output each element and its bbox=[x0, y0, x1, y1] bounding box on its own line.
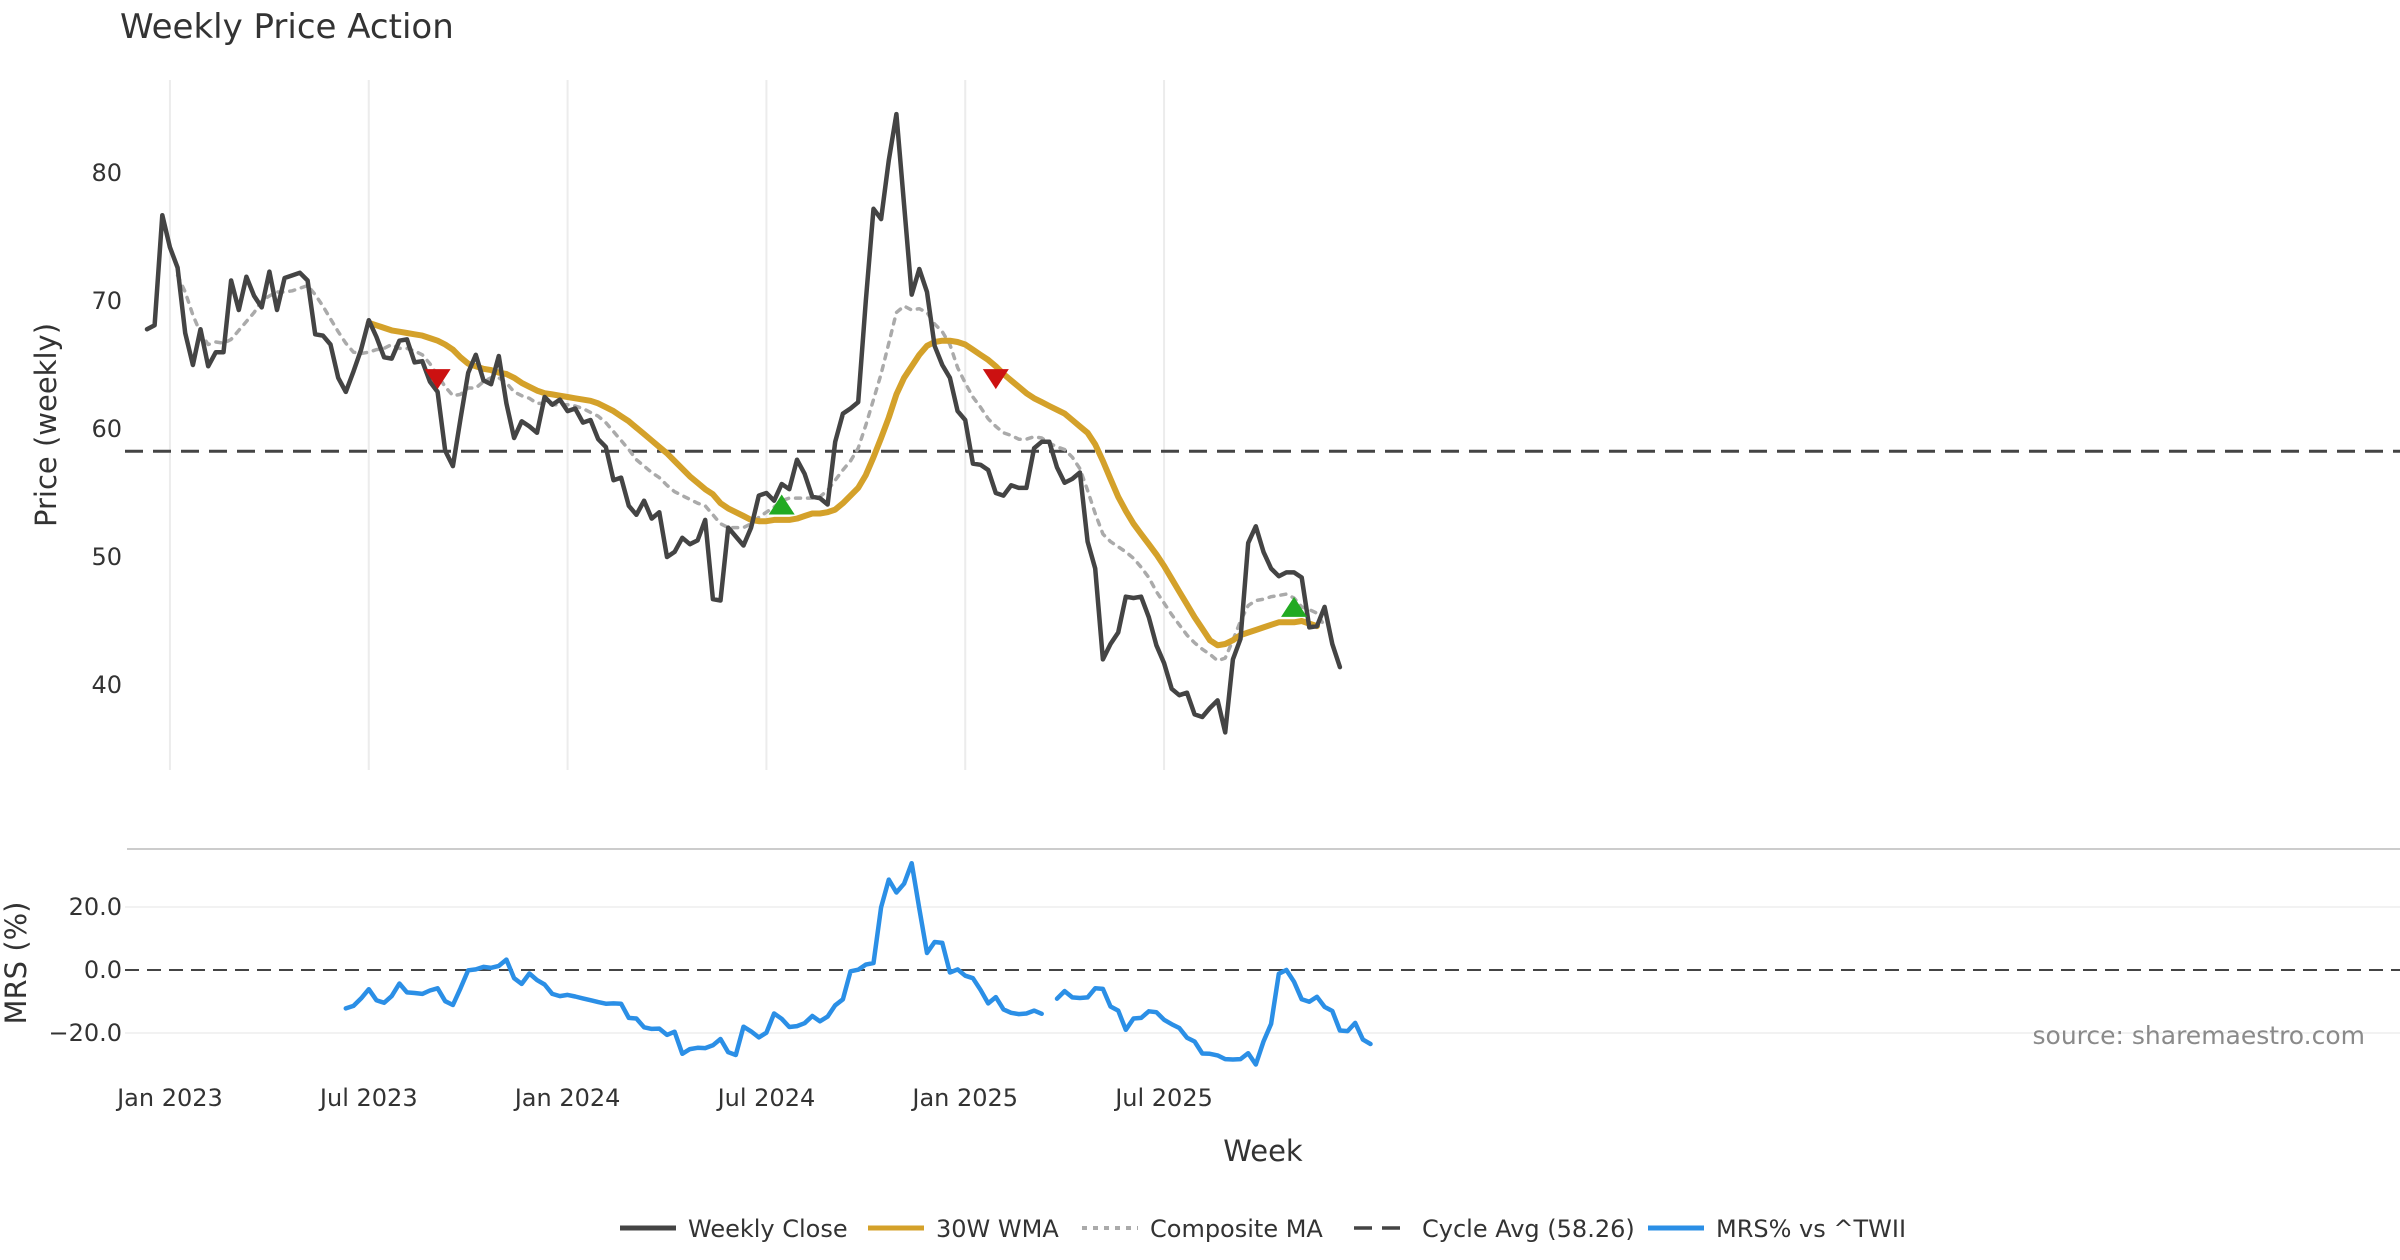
price-y-tick-label: 60 bbox=[91, 415, 122, 443]
sell-signal-marker bbox=[424, 369, 451, 390]
price-y-tick-label: 80 bbox=[91, 159, 122, 187]
price-y-axis-label: Price (weekly) bbox=[29, 323, 63, 527]
x-tick-label: Jul 2024 bbox=[716, 1084, 816, 1112]
30w-wma-line bbox=[365, 319, 1320, 649]
mrs-line bbox=[343, 860, 1373, 1067]
chart-title: Weekly Price Action bbox=[120, 7, 454, 47]
mrs-y-tick-label: 20.0 bbox=[69, 893, 122, 921]
sell-signal-marker bbox=[982, 369, 1009, 390]
mrs-series-group bbox=[343, 860, 1373, 1067]
signal-markers bbox=[424, 369, 1308, 617]
price-series-group bbox=[144, 111, 1343, 735]
mrs-y-axis-label: MRS (%) bbox=[0, 902, 33, 1025]
legend: Weekly Close 30W WMA Composite MA Cycle Avg… bbox=[620, 1215, 1906, 1243]
composite-ma-line bbox=[175, 273, 1327, 663]
legend-label: Cycle Avg (58.26) bbox=[1422, 1215, 1635, 1243]
x-tick-label: Jan 2023 bbox=[115, 1084, 223, 1112]
legend-label: Composite MA bbox=[1150, 1215, 1323, 1243]
x-axis-ticks: Jan 2023 Jul 2023 Jan 2024 Jul 2024 Jan 2025… bbox=[115, 1084, 1213, 1112]
source-note: source: sharemaestro.com bbox=[2033, 1021, 2366, 1050]
price-panel-y-ticks: 40 50 60 70 80 bbox=[91, 159, 122, 699]
mrs-panel-y-ticks: 20.0 0.0 −20.0 bbox=[48, 893, 122, 1047]
legend-label: Weekly Close bbox=[688, 1215, 848, 1243]
legend-label: 30W WMA bbox=[936, 1215, 1059, 1243]
legend-label: MRS% vs ^TWII bbox=[1716, 1215, 1906, 1243]
buy-signal-marker bbox=[1281, 596, 1308, 617]
price-y-tick-label: 50 bbox=[91, 543, 122, 571]
x-tick-label: Jan 2024 bbox=[513, 1084, 621, 1112]
price-y-tick-label: 40 bbox=[91, 671, 122, 699]
x-tick-label: Jul 2023 bbox=[318, 1084, 418, 1112]
buy-signal-marker bbox=[768, 494, 795, 515]
mrs-panel-gridlines bbox=[125, 906, 2400, 1034]
x-tick-label: Jul 2025 bbox=[1113, 1084, 1213, 1112]
price-y-tick-label: 70 bbox=[91, 287, 122, 315]
price-panel-gridlines bbox=[168, 80, 1166, 770]
x-tick-label: Jan 2025 bbox=[910, 1084, 1018, 1112]
mrs-y-tick-label: 0.0 bbox=[84, 956, 122, 984]
x-axis-label: Week bbox=[1223, 1134, 1303, 1168]
mrs-y-tick-label: −20.0 bbox=[48, 1019, 122, 1047]
weekly-close-line bbox=[144, 111, 1343, 735]
